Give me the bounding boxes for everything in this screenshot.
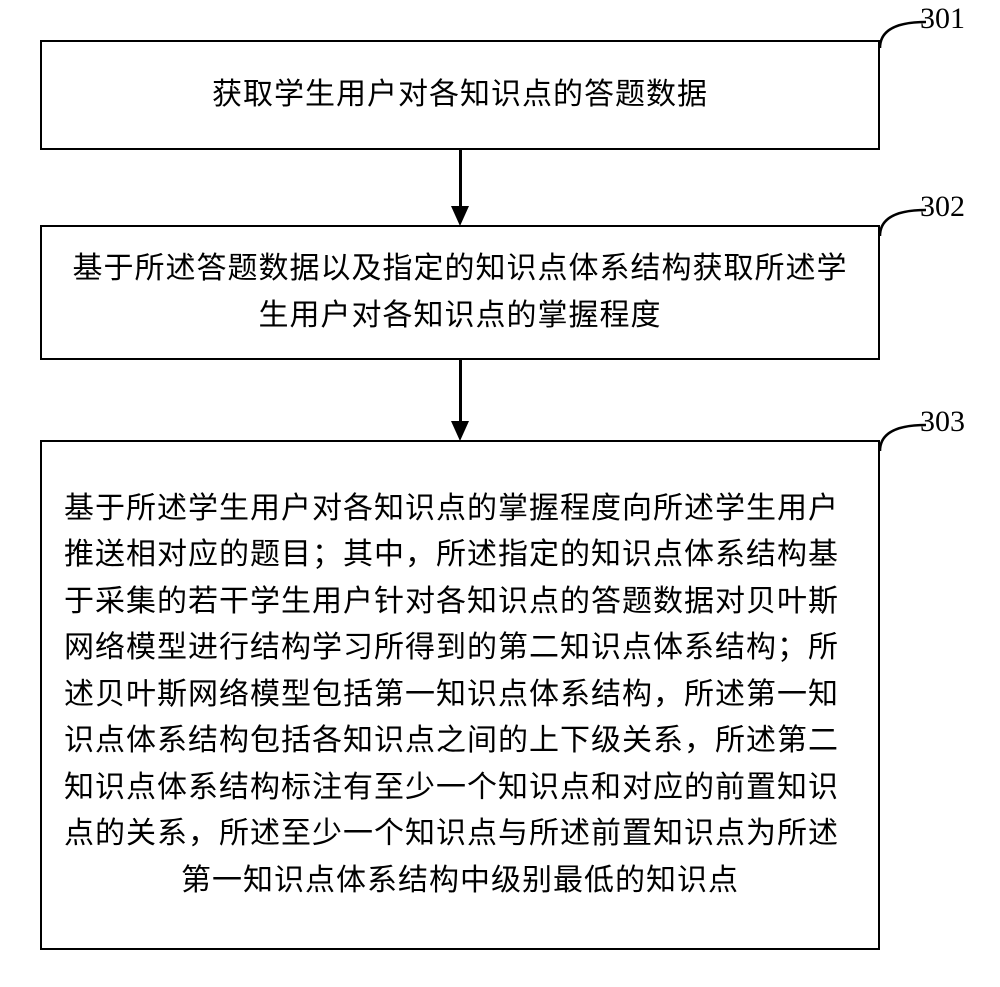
step-box-302: 基于所述答题数据以及指定的知识点体系结构获取所述学生用户对各知识点的掌握程度: [40, 225, 880, 360]
step-text-301: 获取学生用户对各知识点的答题数据: [190, 66, 730, 125]
arrow-301-302-head: [451, 206, 469, 226]
step-box-301: 获取学生用户对各知识点的答题数据: [40, 40, 880, 150]
flowchart-canvas: 获取学生用户对各知识点的答题数据 301 基于所述答题数据以及指定的知识点体系结…: [0, 0, 1000, 987]
step-label-302: 302: [920, 190, 965, 224]
step-label-303: 303: [920, 405, 965, 439]
step-box-303: 基于所述学生用户对各知识点的掌握程度向所述学生用户推送相对应的题目；其中，所述指…: [40, 440, 880, 950]
arrow-302-303-head: [451, 421, 469, 441]
step-text-302: 基于所述答题数据以及指定的知识点体系结构获取所述学生用户对各知识点的掌握程度: [42, 240, 878, 345]
arrow-301-302-shaft: [459, 150, 462, 208]
step-label-301: 301: [920, 2, 965, 36]
arrow-302-303-shaft: [459, 360, 462, 423]
step-text-303: 基于所述学生用户对各知识点的掌握程度向所述学生用户推送相对应的题目；其中，所述指…: [42, 480, 878, 911]
